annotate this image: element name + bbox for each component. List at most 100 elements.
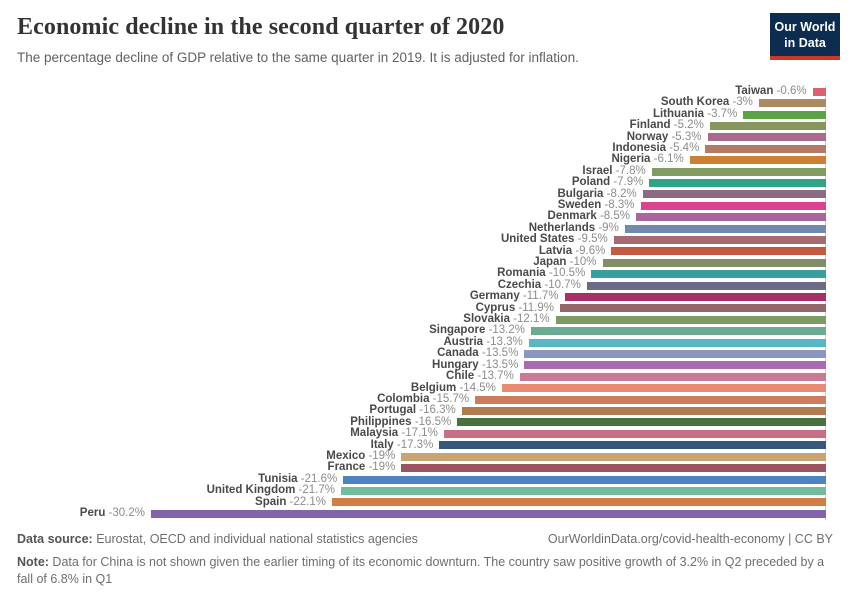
bar-label: South Korea -3% bbox=[661, 97, 753, 109]
bar-label: Colombia -15.7% bbox=[377, 392, 470, 406]
bar[interactable] bbox=[524, 361, 826, 370]
data-source: Data source: Eurostat, OECD and individu… bbox=[17, 531, 418, 549]
bar[interactable] bbox=[401, 464, 826, 473]
bar[interactable] bbox=[649, 178, 826, 187]
bar[interactable] bbox=[531, 327, 826, 336]
owid-cc-link[interactable]: OurWorldinData.org/covid-health-economy … bbox=[547, 532, 833, 546]
bar[interactable] bbox=[443, 429, 826, 438]
bar[interactable] bbox=[439, 441, 826, 450]
bar[interactable] bbox=[528, 338, 826, 347]
bar-label: Poland -7.9% bbox=[572, 176, 644, 189]
bar[interactable] bbox=[555, 315, 826, 324]
value-label: -5.4% bbox=[666, 141, 700, 154]
bar[interactable] bbox=[640, 201, 826, 210]
bar-label: Hungary -13.5% bbox=[432, 358, 518, 372]
bar-row: Netherlands -9% bbox=[0, 222, 826, 234]
value-label: -5.2% bbox=[670, 119, 704, 132]
bar-label: Lithuania -3.7% bbox=[653, 108, 737, 121]
data-source-label: Data source: bbox=[17, 532, 93, 546]
bar-label: Latvia -9.6% bbox=[539, 245, 606, 258]
bar[interactable] bbox=[707, 133, 826, 142]
bar[interactable] bbox=[651, 167, 826, 176]
country-name: Canada bbox=[437, 347, 479, 360]
bar[interactable] bbox=[475, 395, 826, 404]
bar-row: Canada -13.5% bbox=[0, 348, 826, 359]
bar[interactable] bbox=[501, 384, 826, 393]
country-name: Philippines bbox=[350, 415, 412, 428]
country-name: Mexico bbox=[326, 449, 366, 462]
bar-row: Peru -30.2% bbox=[0, 506, 826, 520]
bar[interactable] bbox=[613, 235, 826, 244]
country-name: Peru bbox=[79, 506, 106, 519]
bar[interactable] bbox=[642, 190, 826, 199]
bar-label: Malaysia -17.1% bbox=[350, 427, 438, 440]
bar-label: Peru -30.2% bbox=[79, 506, 145, 520]
bar[interactable] bbox=[743, 110, 826, 119]
bar[interactable] bbox=[705, 144, 826, 153]
country-name: Sweden bbox=[557, 199, 602, 212]
bar-label: Tunisia -21.6% bbox=[258, 472, 337, 486]
bar-row: South Korea -3% bbox=[0, 97, 826, 108]
bar-label: Germany -11.7% bbox=[470, 291, 559, 303]
bar[interactable] bbox=[332, 498, 826, 507]
value-label: -13.5% bbox=[478, 347, 519, 360]
value-label: -13.3% bbox=[483, 335, 523, 348]
value-label: -5.3% bbox=[668, 130, 702, 143]
bar[interactable] bbox=[151, 509, 826, 518]
country-name: Italy bbox=[370, 438, 394, 451]
chart-subtitle: The percentage decline of GDP relative t… bbox=[17, 50, 579, 65]
country-name: Hungary bbox=[432, 358, 479, 371]
bar[interactable] bbox=[636, 213, 826, 222]
bar[interactable] bbox=[689, 156, 826, 165]
owid-logo[interactable]: Our World in Data bbox=[770, 13, 840, 60]
bar[interactable] bbox=[343, 475, 826, 484]
bar[interactable] bbox=[591, 270, 826, 279]
bar-row: Mexico -19% bbox=[0, 449, 826, 462]
bar-row: Colombia -15.7% bbox=[0, 392, 826, 406]
value-label: -15.7% bbox=[429, 392, 470, 405]
value-label: -12.1% bbox=[509, 313, 550, 326]
bar-row: Romania -10.5% bbox=[0, 268, 826, 280]
value-label: -9.5% bbox=[574, 233, 608, 246]
bar[interactable] bbox=[709, 121, 826, 130]
bar[interactable] bbox=[341, 486, 826, 495]
page-title: Economic decline in the second quarter o… bbox=[17, 14, 505, 40]
bar-label: Denmark -8.5% bbox=[548, 211, 630, 223]
bar-label: United States -9.5% bbox=[501, 233, 608, 246]
value-label: -16.5% bbox=[411, 415, 452, 428]
bar[interactable] bbox=[401, 452, 826, 461]
bar-row: Denmark -8.5% bbox=[0, 211, 826, 222]
bar[interactable] bbox=[564, 293, 826, 302]
value-label: -11.7% bbox=[519, 290, 559, 303]
bar-label: Belgium -14.5% bbox=[411, 382, 496, 395]
bar-chart: Taiwan -0.6% South Korea -3% Lithuania -3.… bbox=[0, 85, 826, 520]
bar[interactable] bbox=[457, 418, 826, 427]
bar-row: Portugal -16.3% bbox=[0, 405, 826, 416]
bar[interactable] bbox=[812, 87, 826, 96]
bar-row: Czechia -10.7% bbox=[0, 279, 826, 291]
country-name: Japan bbox=[533, 256, 567, 269]
note-text: Data for China is not shown given the ea… bbox=[17, 554, 825, 587]
country-name: Cyprus bbox=[475, 301, 516, 314]
bar-label: Finland -5.2% bbox=[630, 119, 704, 132]
bar[interactable] bbox=[611, 247, 826, 256]
bar[interactable] bbox=[524, 350, 826, 359]
value-label: -3% bbox=[729, 96, 753, 109]
bar[interactable] bbox=[758, 99, 826, 108]
bar[interactable] bbox=[519, 372, 826, 381]
bar-row: Germany -11.7% bbox=[0, 291, 826, 302]
value-label: -19% bbox=[365, 449, 396, 462]
bar-label: Portugal -16.3% bbox=[369, 405, 455, 417]
country-name: South Korea bbox=[660, 96, 730, 109]
bar[interactable] bbox=[560, 304, 826, 313]
bar[interactable] bbox=[624, 224, 826, 233]
bar-row: Chile -13.7% bbox=[0, 370, 826, 382]
bar-row: Bulgaria -8.2% bbox=[0, 188, 826, 200]
bar-row: Lithuania -3.7% bbox=[0, 108, 826, 121]
bar[interactable] bbox=[461, 407, 826, 416]
bar[interactable] bbox=[586, 281, 826, 290]
bar-row: Norway -5.3% bbox=[0, 130, 826, 143]
country-name: Tunisia bbox=[258, 472, 298, 485]
owid-logo-line1: Our World bbox=[774, 20, 836, 34]
bar[interactable] bbox=[602, 258, 826, 267]
